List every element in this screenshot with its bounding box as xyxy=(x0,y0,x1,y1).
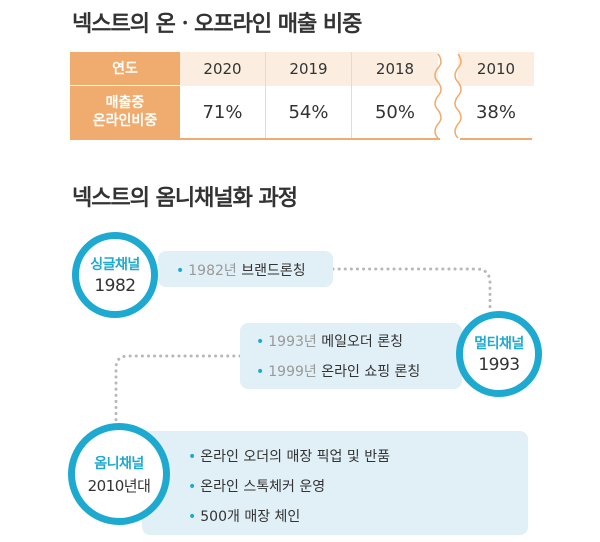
single-channel-bar xyxy=(158,251,333,287)
online-share-label-line1: 매출중 xyxy=(105,95,145,111)
stage-year: 1982 xyxy=(94,276,136,296)
connector-single-to-multi xyxy=(331,267,492,313)
stage-year: 1993 xyxy=(478,355,520,375)
omni-channel-bar xyxy=(142,431,528,535)
connector-multi-to-omni xyxy=(114,354,242,425)
table-bottom-line xyxy=(460,138,532,140)
break-wave-left xyxy=(434,53,442,139)
online-share-label-line2: 온라인비중 xyxy=(92,113,158,129)
stage3-item: • 온라인 스톡체커 운영 xyxy=(188,476,325,496)
online-share-header-cell: 매출중 온라인비중 xyxy=(70,86,180,138)
sales-share-table: 연도 2020 2019 2018 2010 매출중 온라인비중 71% 54%… xyxy=(70,52,534,140)
item-text: 온라인 쇼핑 론칭 xyxy=(321,364,421,380)
share-cell: 50% xyxy=(352,86,438,138)
single-channel-circle: 싱글채널 1982 xyxy=(72,232,158,318)
year-cell: 2020 xyxy=(180,52,266,86)
item-text: 메일오더 론칭 xyxy=(321,334,403,350)
item-text: 온라인 오더의 매장 픽업 및 반품 xyxy=(200,449,390,465)
multi-channel-bar xyxy=(240,323,462,389)
item-year: 1999년 xyxy=(268,364,317,380)
omni-channel-circle: 옴니채널 2010년대 xyxy=(68,423,170,525)
share-cell: 38% xyxy=(458,86,534,138)
item-year: 1982년 xyxy=(188,263,237,279)
stage3-item: • 온라인 오더의 매장 픽업 및 반품 xyxy=(188,446,390,466)
stage-name: 옴니채널 xyxy=(94,455,144,472)
year-row: 연도 2020 2019 2018 2010 xyxy=(70,52,534,86)
stage-name: 멀티채널 xyxy=(474,336,524,352)
stage3-item: • 500개 매장 체인 xyxy=(188,506,300,526)
bullet-icon: • xyxy=(188,479,197,495)
year-cell: 2018 xyxy=(352,52,438,86)
year-cell: 2019 xyxy=(266,52,352,86)
stage2-item: • 1993년 메일오더 론칭 xyxy=(256,331,403,351)
year-cell: 2010 xyxy=(458,52,534,86)
table-bottom-line xyxy=(70,138,440,140)
break-marks xyxy=(434,53,462,139)
share-cell: 71% xyxy=(180,86,266,138)
stage1-item: • 1982년 브랜드론칭 xyxy=(176,260,306,280)
share-cell: 54% xyxy=(266,86,352,138)
multi-channel-circle: 멀티채널 1993 xyxy=(456,311,542,397)
table-break xyxy=(438,52,458,86)
sales-share-title: 넥스트의 온ㆍ오프라인 매출 비중 xyxy=(72,12,362,37)
stage2-item: • 1999년 온라인 쇼핑 론칭 xyxy=(256,361,420,381)
stage-name: 싱글채널 xyxy=(90,257,140,273)
bullet-icon: • xyxy=(188,509,197,525)
bullet-icon: • xyxy=(176,263,185,279)
item-year: 1993년 xyxy=(268,334,317,350)
item-text: 온라인 스톡체커 운영 xyxy=(200,479,326,495)
bullet-icon: • xyxy=(188,449,197,465)
bullet-icon: • xyxy=(256,364,265,380)
break-wave-right xyxy=(454,53,462,139)
item-text: 브랜드론칭 xyxy=(241,263,306,279)
table-break xyxy=(438,86,458,138)
omnichannel-title: 넥스트의 옴니채널화 과정 xyxy=(72,186,298,211)
year-header-cell: 연도 xyxy=(70,52,180,86)
bullet-icon: • xyxy=(256,334,265,350)
item-text: 500개 매장 체인 xyxy=(200,509,301,525)
stage-year: 2010년대 xyxy=(87,476,151,495)
